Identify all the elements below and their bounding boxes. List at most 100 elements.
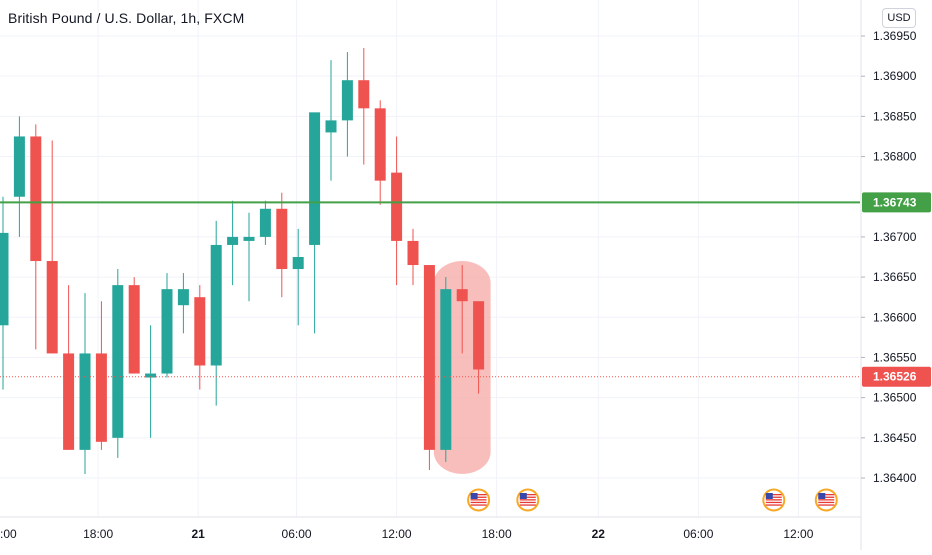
candle-body xyxy=(63,353,75,450)
flag-stripe xyxy=(519,494,536,496)
x-tick-label: 22 xyxy=(592,527,606,541)
candle-body xyxy=(292,257,304,270)
candle-body xyxy=(276,208,288,270)
level-price-label: 1.36743 xyxy=(862,192,931,213)
x-tick-label: 21 xyxy=(191,527,205,541)
candle-body xyxy=(456,289,468,302)
us-flag-icon xyxy=(467,488,491,512)
candle-body xyxy=(112,285,124,438)
flag-canton xyxy=(765,493,773,499)
flag-stripe xyxy=(818,496,835,498)
candle xyxy=(341,52,353,157)
candle xyxy=(259,200,271,245)
y-tick-label: 1.36400 xyxy=(873,471,917,485)
chart-title: British Pound / U.S. Dollar, 1h, FXCM xyxy=(8,10,245,26)
x-tick-label: :00 xyxy=(0,527,17,541)
candle xyxy=(243,212,255,302)
us-flag-icon xyxy=(516,488,540,512)
currency-button[interactable]: USD xyxy=(882,8,916,28)
candle xyxy=(292,228,304,326)
us-flag-icon xyxy=(814,488,838,512)
candle-layer xyxy=(0,48,485,474)
candle xyxy=(30,124,42,350)
candle xyxy=(473,301,485,394)
flag-stripe xyxy=(470,494,487,496)
candle xyxy=(194,285,206,390)
candle xyxy=(309,112,321,334)
flag-stripe xyxy=(818,501,835,504)
candle-body xyxy=(341,80,353,121)
y-tick-label: 1.36450 xyxy=(873,431,917,445)
candle-body xyxy=(13,136,25,197)
candle xyxy=(325,60,337,181)
candle xyxy=(276,192,288,298)
line-layer xyxy=(0,201,860,378)
flag-stripe xyxy=(765,496,782,498)
flag-stripe xyxy=(470,496,487,498)
level-price-label-bg xyxy=(862,192,931,213)
candle xyxy=(145,325,157,438)
candle-body xyxy=(0,232,9,326)
candle-body xyxy=(423,265,435,450)
y-tick-label: 1.36500 xyxy=(873,391,917,405)
candle-body xyxy=(128,285,140,374)
y-tick-label: 1.36650 xyxy=(873,270,917,284)
candle xyxy=(161,273,173,378)
flag-stripe xyxy=(765,494,782,496)
candle-body xyxy=(358,80,370,109)
candle-body xyxy=(194,297,206,366)
candle-body xyxy=(30,136,42,262)
candle-body xyxy=(243,236,255,241)
candle-body xyxy=(79,353,91,450)
flag-stripe xyxy=(818,494,835,496)
candle xyxy=(128,277,140,374)
candle xyxy=(46,140,58,354)
flag-stripe xyxy=(519,499,536,501)
candle-body xyxy=(227,236,239,245)
candle-body xyxy=(473,301,485,370)
candle-body xyxy=(407,240,419,266)
candle-body xyxy=(259,208,271,237)
candle xyxy=(210,220,222,406)
candle xyxy=(456,265,468,354)
x-tick-label: 18:00 xyxy=(482,527,512,541)
x-tick-label: 06:00 xyxy=(282,527,312,541)
flag-stripe xyxy=(470,501,487,504)
candle xyxy=(63,285,75,450)
level-price-label-text: 1.36743 xyxy=(873,195,917,209)
candle xyxy=(391,136,403,286)
x-tick-label: 12:00 xyxy=(783,527,813,541)
flag-stripe xyxy=(519,501,536,504)
candle-body xyxy=(95,353,107,442)
y-tick-label: 1.36700 xyxy=(873,230,917,244)
flag-stripe xyxy=(818,504,835,506)
candle xyxy=(13,116,25,237)
y-tick-label: 1.36900 xyxy=(873,69,917,83)
candle xyxy=(374,100,386,205)
x-tick-label: 12:00 xyxy=(382,527,412,541)
flag-stripe xyxy=(519,504,536,506)
price-axis-bg xyxy=(861,0,932,550)
y-tick-label: 1.36950 xyxy=(873,29,917,43)
candle xyxy=(227,200,239,286)
candle xyxy=(358,48,370,165)
candle xyxy=(79,293,91,474)
candle-body xyxy=(391,172,403,241)
last-price-label-text: 1.36526 xyxy=(873,370,917,384)
event-marker-layer xyxy=(467,488,838,512)
flag-stripe xyxy=(470,499,487,501)
flag-canton xyxy=(818,493,826,499)
last-price-label-bg xyxy=(862,366,931,387)
flag-stripe xyxy=(765,504,782,506)
candle-body xyxy=(374,108,386,181)
candle xyxy=(0,196,9,390)
candle-body xyxy=(161,289,173,374)
candle xyxy=(95,301,107,450)
flag-canton xyxy=(519,493,527,499)
candle xyxy=(177,273,189,334)
y-tick-label: 1.36800 xyxy=(873,150,917,164)
y-tick-label: 1.36550 xyxy=(873,350,917,364)
